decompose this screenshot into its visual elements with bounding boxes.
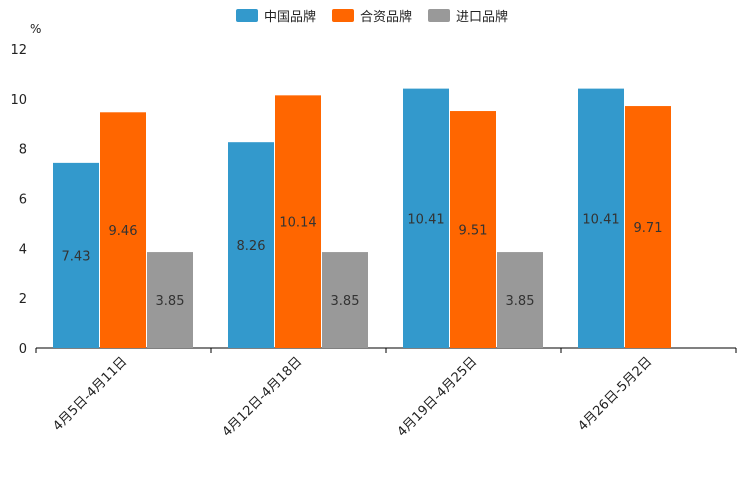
- bar: [147, 252, 193, 348]
- legend: 中国品牌 合资品牌 进口品牌: [0, 6, 744, 25]
- data-label: 9.71: [634, 221, 663, 236]
- data-label: 10.41: [582, 212, 619, 227]
- data-label: 7.43: [62, 249, 91, 264]
- bar: [53, 162, 99, 348]
- y-tick-label: 6: [19, 193, 27, 208]
- y-tick-label: 0: [19, 342, 27, 357]
- data-label: 8.26: [237, 239, 266, 254]
- legend-label-import-brand: 进口品牌: [456, 10, 509, 25]
- legend-label-joint-venture-brand: 合资品牌: [359, 10, 412, 25]
- bar: [450, 111, 496, 348]
- y-tick-label: 10: [10, 93, 27, 108]
- data-label: 3.85: [331, 294, 360, 309]
- legend-swatch-joint-venture-brand: [331, 9, 354, 22]
- x-tick-label: 4月19日-4月25日: [395, 354, 481, 440]
- x-tick-label: 4月12日-4月18日: [220, 354, 306, 440]
- bar: [403, 88, 449, 349]
- legend-item-joint-venture-brand[interactable]: 合资品牌: [331, 6, 412, 25]
- legend-swatch-china-brand: [235, 9, 258, 22]
- y-tick-label: 4: [19, 242, 27, 257]
- legend-label-china-brand: 中国品牌: [263, 10, 316, 25]
- bar: [578, 88, 624, 349]
- y-tick-label: 8: [19, 143, 27, 158]
- x-tick-label: 4月5日-4月11日: [50, 354, 130, 434]
- legend-item-china-brand[interactable]: 中国品牌: [235, 6, 316, 25]
- data-label: 9.51: [459, 224, 488, 239]
- y-tick-label: 12: [10, 43, 27, 58]
- bar: [322, 252, 368, 348]
- y-tick-label: 2: [19, 292, 27, 307]
- data-label: 3.85: [156, 294, 185, 309]
- bar: [275, 95, 321, 348]
- bar: [100, 112, 146, 348]
- bar: [625, 106, 671, 348]
- data-label: 3.85: [506, 294, 535, 309]
- bar: [228, 142, 274, 348]
- legend-item-import-brand[interactable]: 进口品牌: [428, 6, 508, 25]
- y-axis-unit: %: [30, 22, 42, 36]
- legend-swatch-import-brand: [428, 9, 450, 22]
- x-tick-label: 4月26日-5月2日: [575, 354, 655, 434]
- data-label: 9.46: [109, 224, 138, 239]
- data-label: 10.14: [279, 216, 316, 231]
- bar: [497, 252, 543, 348]
- data-label: 10.41: [407, 212, 444, 227]
